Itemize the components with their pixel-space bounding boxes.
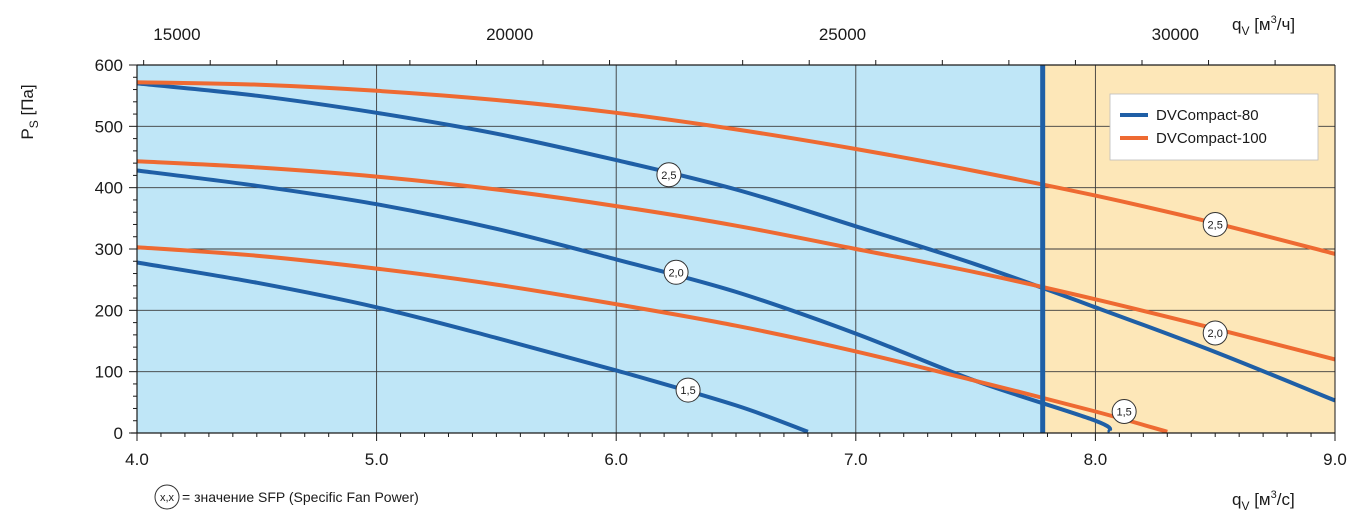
y-axis-title-unit: [Па] <box>18 84 37 120</box>
y-tick-label: 500 <box>95 117 123 136</box>
sfp-label-text: 2,5 <box>1208 219 1223 231</box>
sfp-label-circle <box>1111 399 1137 425</box>
y-axis-title-main: P <box>18 128 37 139</box>
curve-dvcompact-80-sfp-2-0 <box>136 168 1113 434</box>
x-tick-label: 8.0 <box>1084 450 1108 469</box>
x-axis-title: qV [м3/с] <box>1232 489 1295 513</box>
x-tick-label: 5.0 <box>365 450 389 469</box>
curve-dvcompact-100-sfp-1-5 <box>136 245 1168 434</box>
sfp-label-text: 2,0 <box>668 267 683 279</box>
curve-dvcompact-80-sfp-1-5 <box>136 260 809 434</box>
y-tick-label: 100 <box>95 363 123 382</box>
y-tick-label: 0 <box>114 424 123 443</box>
legend-label-dvcompact-100: DVCompact-100 <box>1156 130 1267 147</box>
legend: DVCompact-80 DVCompact-100 <box>1109 93 1319 161</box>
x-axis-title-unit-sup: 3 <box>1271 489 1277 501</box>
sfp-label-circle <box>675 377 701 403</box>
x2-tick-labels: 15000 20000 25000 30000 <box>153 25 1199 44</box>
x-axis-title-sub: V <box>1241 499 1249 513</box>
x-axis-title-main: q <box>1232 490 1241 509</box>
y-tick-labels: 0 100 200 300 400 500 600 <box>95 56 123 443</box>
y-axis-title-sub: S <box>27 120 41 128</box>
legend-box <box>1109 93 1319 161</box>
sfp-curves <box>136 80 1336 434</box>
sfp-label-text: 1,5 <box>1117 407 1132 419</box>
curve-dvcompact-80-sfp-2-5 <box>136 81 1336 403</box>
legend-label-dvcompact-80: DVCompact-80 <box>1156 107 1259 124</box>
y-axis-title: PS [Па] <box>18 84 41 139</box>
sfp-label-circle <box>1202 211 1228 237</box>
curve-dvcompact-100-sfp-2-5 <box>136 80 1336 256</box>
x2-axis-title-unit-after: /ч] <box>1277 15 1295 34</box>
sfp-note-symbol-circle <box>154 484 180 510</box>
sfp-note-symbol: x,x <box>160 492 175 504</box>
x-tick-label: 9.0 <box>1323 450 1347 469</box>
sfp-label-text: 2,0 <box>1208 328 1223 340</box>
sfp-label-circle <box>663 259 689 285</box>
x-axis-title-unit-after: /с] <box>1277 490 1295 509</box>
sfp-note-text: = значение SFP (Specific Fan Power) <box>182 489 419 505</box>
x2-tick-label: 25000 <box>819 25 866 44</box>
x-axis-title-unit-before: [м <box>1249 490 1270 509</box>
sfp-label-text: 2,5 <box>661 170 676 182</box>
x2-axis-title-sub: V <box>1241 24 1249 38</box>
y-tick-label: 300 <box>95 240 123 259</box>
x2-axis-title-main: q <box>1232 15 1241 34</box>
x2-tick-label: 20000 <box>486 25 533 44</box>
y-tick-label: 600 <box>95 56 123 75</box>
x2-tick-label: 15000 <box>153 25 200 44</box>
sfp-label-text: 1,5 <box>680 385 695 397</box>
sfp-label-circle <box>1202 320 1228 346</box>
curve-dvcompact-100-sfp-2-0 <box>136 159 1336 362</box>
sfp-note: x,x = значение SFP (Specific Fan Power) <box>154 484 419 510</box>
x-tick-label: 6.0 <box>604 450 628 469</box>
axes <box>129 60 1336 441</box>
x2-axis-title: qV [м3/ч] <box>1232 14 1295 38</box>
x-tick-label: 4.0 <box>125 450 149 469</box>
x2-axis-title-unit-before: [м <box>1249 15 1270 34</box>
x-tick-labels: 4.0 5.0 6.0 7.0 8.0 9.0 <box>125 450 1347 469</box>
x2-tick-label: 30000 <box>1152 25 1199 44</box>
sfp-labels: 1,5 2,0 2,5 1,5 2,0 2,5 <box>656 162 1228 425</box>
sfp-label-circle <box>656 162 682 188</box>
x2-axis-title-unit-sup: 3 <box>1271 14 1277 26</box>
y-tick-label: 400 <box>95 179 123 198</box>
x-tick-label: 7.0 <box>844 450 868 469</box>
y-tick-label: 200 <box>95 301 123 320</box>
